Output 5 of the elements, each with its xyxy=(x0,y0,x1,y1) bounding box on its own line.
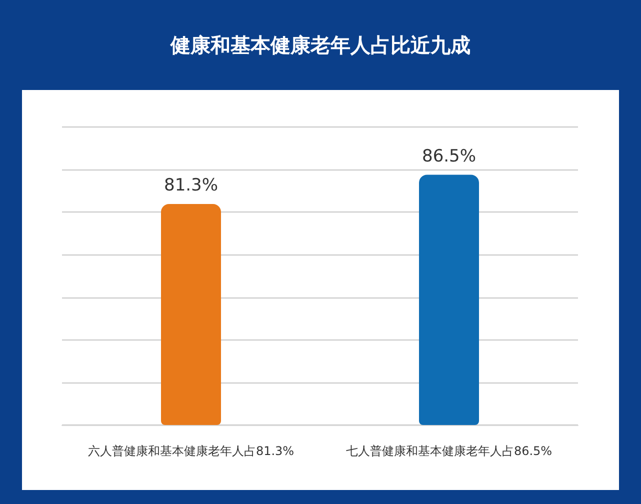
chart-title: 健康和基本健康老年人占比近九成 xyxy=(170,33,470,57)
data-label: 81.3% xyxy=(164,176,218,196)
x-tick-label: 六人普健康和基本健康老年人占81.3% xyxy=(88,444,294,458)
data-label: 86.5% xyxy=(422,146,476,166)
x-tick-label: 七人普健康和基本健康老年人占86.5% xyxy=(346,444,552,458)
